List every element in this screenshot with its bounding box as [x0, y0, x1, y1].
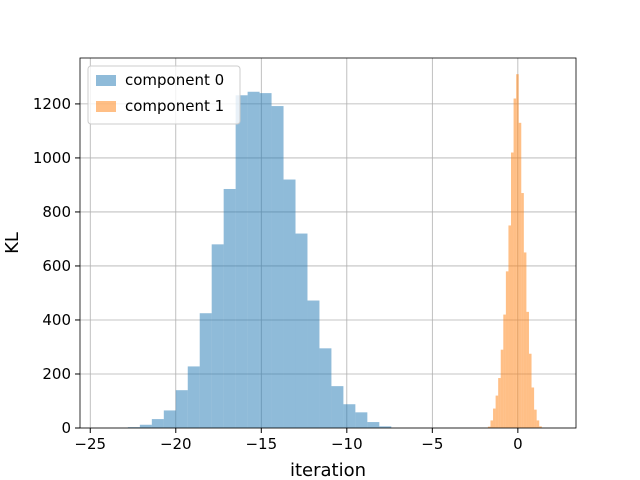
series-0-bar: [283, 179, 296, 428]
legend-box: [87, 65, 241, 125]
series-0-bar: [355, 412, 368, 428]
y-tick-label-2: 400: [42, 311, 71, 329]
series-0-bar: [235, 95, 248, 428]
axes-frame: [79, 57, 577, 429]
series-1-bar: [534, 409, 537, 428]
y-tick-label-5: 1000: [33, 149, 71, 167]
legend-label-1: component 1: [125, 97, 224, 115]
series-1-bar: [523, 252, 527, 428]
series-1-bar: [516, 74, 519, 428]
series-0-bar: [295, 233, 308, 428]
y-tick-label-0: 0: [61, 419, 71, 437]
y-tick-label-3: 600: [42, 257, 71, 275]
series-1-bar: [531, 387, 535, 428]
legend-swatch-0: [96, 75, 116, 86]
series-1-bar: [487, 426, 491, 428]
series-1-bar: [528, 353, 532, 428]
histogram-bars: [127, 74, 542, 429]
series-1-bar: [521, 193, 524, 428]
x-tick-label-0: −25: [74, 435, 106, 453]
x-tick-label-1: −20: [160, 435, 192, 453]
series-1-bar: [539, 426, 542, 428]
series-0-bar: [331, 386, 344, 428]
series-0-bar: [223, 188, 236, 428]
series-0-bar: [151, 419, 164, 428]
series-0-bar: [343, 404, 356, 428]
series-0-bar: [319, 348, 332, 428]
series-1-bar: [493, 408, 496, 428]
x-axis-label: iteration: [290, 460, 366, 480]
series-1-bar: [526, 311, 529, 428]
x-tick-label-4: −5: [421, 435, 443, 453]
x-tick-label-5: 0: [513, 435, 523, 453]
series-1-bar: [503, 314, 506, 428]
series-1-bars: [487, 74, 542, 429]
series-1-bar: [518, 122, 522, 429]
series-1-bar: [498, 378, 501, 428]
y-tick-label-1: 200: [42, 365, 71, 383]
series-1-bar: [508, 225, 512, 428]
series-0-bars: [127, 91, 392, 428]
y-axis-label: KL: [2, 232, 23, 254]
series-0-bar: [187, 366, 200, 428]
x-tick-label-3: −10: [331, 435, 363, 453]
series-1-bar: [505, 271, 509, 428]
series-0-bar: [379, 426, 392, 428]
series-0-bar: [367, 422, 380, 428]
series-0-bar: [271, 106, 284, 428]
series-1-bar: [511, 152, 514, 428]
series-1-bar: [490, 420, 494, 428]
x-axis-ticks: −25 −20 −15 −10 −5 0: [74, 428, 523, 453]
series-0-bar: [307, 300, 320, 428]
legend-swatch-1: [96, 101, 116, 112]
series-1-bar: [500, 349, 504, 428]
series-0-bar: [259, 93, 272, 428]
series-0-bar: [139, 424, 152, 428]
series-1-bar: [536, 420, 540, 428]
series-0-bar: [199, 313, 212, 428]
series-0-bar: [175, 390, 188, 428]
y-axis-ticks: 0 200 400 600 800 1000 1200: [33, 95, 80, 437]
series-0-bar: [211, 244, 224, 428]
x-tick-label-2: −15: [245, 435, 277, 453]
series-0-bar: [247, 91, 260, 428]
y-tick-label-6: 1200: [33, 95, 71, 113]
legend-label-0: component 0: [125, 71, 224, 89]
series-1-bar: [495, 395, 499, 428]
series-1-bar: [513, 98, 517, 428]
y-tick-label-4: 800: [42, 203, 71, 221]
series-0-bar: [163, 410, 176, 428]
legend: component 0 component 1: [87, 65, 241, 125]
series-0-bar: [127, 427, 140, 428]
